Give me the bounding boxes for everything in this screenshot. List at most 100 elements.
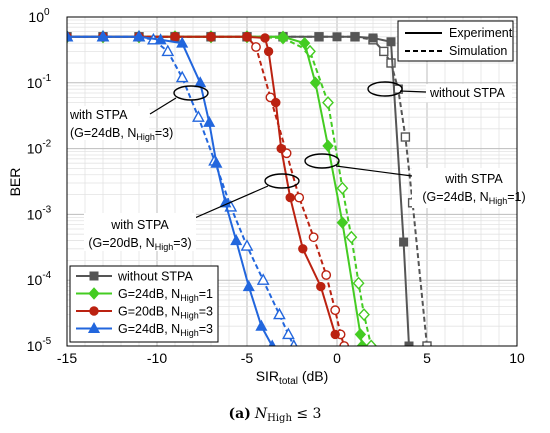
legend-g24n3-label: G=24dB, NHigh=3: [118, 322, 213, 338]
y-tick-label: 100: [28, 7, 50, 25]
g24n3-experiment-point: [96, 30, 110, 42]
g24n1-experiment-point: [354, 328, 367, 341]
annotation-leader-1: [335, 165, 413, 177]
annotation-ellipse-1: [304, 153, 340, 169]
g20n3-simulation-point: [251, 42, 261, 52]
g24n1-experiment-point: [298, 36, 311, 50]
without-simulation-point: [400, 132, 411, 142]
annotation-ellipse-2: [264, 173, 300, 189]
g24n1-experiment-point: [356, 339, 368, 346]
g24n1-simulation-line: [67, 35, 373, 346]
figure-caption: (a) NHigh ≤ 3: [229, 406, 322, 424]
legend-g24n1-marker: [88, 287, 100, 300]
g20n3-experiment-point: [285, 192, 295, 203]
g24n1-experiment-point: [336, 216, 349, 229]
g24n1-simulation-point: [345, 230, 358, 244]
annotation-ellipse-0: [173, 85, 209, 101]
g24n3-simulation-point: [175, 70, 189, 83]
annotation-g24n1-line2: (G=24dB, NHigh=1): [422, 190, 525, 206]
annotation-without-line1: without STPA: [429, 86, 505, 100]
x-tick-labels: -15 -10 -5 0 5 10: [57, 350, 525, 366]
style-legend-simulation: Simulation: [449, 44, 507, 58]
x-tick-label: -15: [57, 350, 77, 366]
style-legend: Experiment Simulation: [397, 20, 514, 62]
series-clip-group: [67, 29, 432, 346]
g24n3-experiment-point: [255, 319, 268, 331]
g20n3-experiment-point: [298, 244, 308, 254]
without-simulation-point: [386, 58, 396, 68]
g20n3-experiment-point: [242, 32, 252, 42]
annotation-ellipse-3: [367, 81, 403, 97]
without-experiment-point: [404, 341, 414, 346]
style-legend-experiment: Experiment: [449, 26, 513, 40]
g20n3-simulation-point: [294, 192, 305, 203]
g24n3-simulation-point: [282, 327, 295, 340]
g24n3-simulation-point: [256, 273, 270, 285]
without-experiment-point: [386, 37, 396, 47]
legend-without-label: without STPA: [117, 270, 193, 284]
x-tick-label: -10: [147, 350, 167, 366]
g24n3-experiment-point: [210, 156, 223, 168]
g24n1-simulation-point: [365, 339, 378, 346]
g24n3-simulation-point: [273, 307, 286, 320]
x-axis-label: SIRtotal (dB): [256, 368, 329, 387]
annotation-layer: with STPA (G=24dB, NHigh=3) with STPA (G=24…: [67, 81, 534, 252]
g24n3-simulation-point: [161, 44, 175, 57]
annotation-bg-0: [67, 106, 149, 140]
x-tick-label: -5: [241, 350, 254, 366]
annotation-leader-3: [399, 90, 427, 93]
annotation-g24n1-line1: with STPA: [444, 172, 503, 186]
series-legend: without STPA G=24dB, NHigh=1 G=20dB, NHigh…: [69, 265, 219, 343]
g24n1-experiment-point: [322, 139, 334, 153]
series-layer: [67, 29, 432, 346]
without-experiment-point: [399, 237, 409, 247]
y-axis-label: BER: [7, 168, 23, 197]
annotation-g24n3-line2: (G=24dB, NHigh=3): [70, 126, 173, 142]
g24n3-experiment-point: [132, 30, 146, 42]
without-simulation-point: [379, 46, 389, 57]
y-tick-labels: 100 10-1 10-2 10-3 10-4 10-5: [27, 7, 52, 354]
g24n3-experiment-point: [154, 33, 167, 45]
annotation-bg-1: [412, 168, 534, 208]
annotation-g20n3-line2: (G=20dB, NHigh=3): [88, 236, 191, 252]
y-tick-label: 10-3: [27, 204, 52, 222]
g24n3-simulation-point: [240, 239, 254, 251]
g24n1-simulation-point: [352, 276, 365, 290]
g20n3-simulation-point: [330, 305, 341, 316]
g20n3-experiment-point: [263, 46, 274, 57]
y-tick-label: 10-2: [27, 139, 52, 157]
g24n3-simulation-point: [289, 339, 298, 346]
g20n3-simulation-point: [321, 270, 332, 280]
g24n3-experiment-point: [242, 280, 255, 292]
g20n3-experiment-point: [271, 97, 281, 108]
g20n3-experiment-point: [206, 32, 216, 42]
annotation-bg-3: [426, 84, 512, 102]
without-experiment-point: [314, 32, 324, 42]
legend-without-marker: [89, 271, 99, 281]
without-simulation-point: [422, 341, 432, 346]
g24n1-simulation-point: [336, 181, 349, 195]
annotation-bg-2: [84, 213, 196, 251]
g24n3-simulation-point: [192, 110, 205, 122]
g24n1-simulation-point: [322, 96, 334, 110]
without-experiment-point: [332, 32, 342, 42]
g20n3-experiment-point: [330, 329, 340, 340]
legend-g20n3-marker: [89, 306, 99, 316]
x-tick-label: 5: [423, 350, 431, 366]
annotation-leader-0: [149, 97, 177, 115]
g24n3-experiment-point: [203, 115, 216, 127]
style-legend-box: [397, 20, 514, 62]
x-tick-label: 0: [333, 350, 341, 366]
annotation-g20n3-line1: with STPA: [110, 218, 169, 232]
g24n3-experiment-point: [268, 339, 276, 346]
g24n3-experiment-point: [176, 36, 189, 48]
y-tick-label: 10-4: [27, 270, 52, 288]
x-tick-label: 10: [509, 350, 525, 366]
g20n3-experiment-point: [170, 32, 180, 42]
g24n1-simulation-point: [358, 308, 370, 322]
annotation-g24n3-line1: with STPA: [69, 108, 128, 122]
legend-g24n3-marker: [87, 321, 101, 333]
legend-g24n1-label: G=24dB, NHigh=1: [118, 287, 213, 303]
g24n1-experiment-point: [277, 30, 289, 44]
